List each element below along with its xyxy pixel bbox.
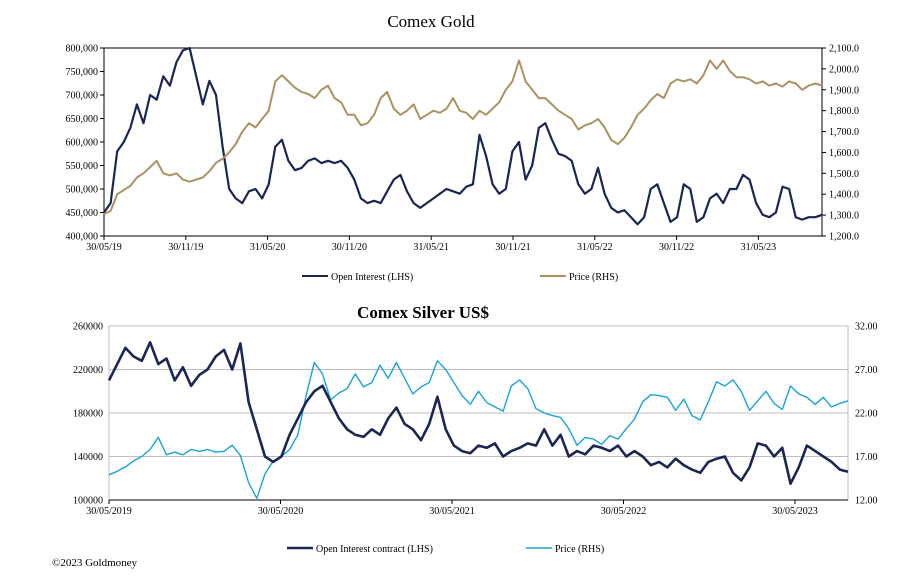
x-tick-label: 31/05/23 <box>741 242 777 253</box>
left-tick-label: 800,000 <box>66 44 99 55</box>
silver-legend: Open Interest contract (LHS) Price (RHS) <box>287 544 604 555</box>
right-tick-label: 1,800.0 <box>829 106 859 117</box>
left-tick-label: 450,000 <box>66 208 99 219</box>
x-tick-label: 30/11/21 <box>495 242 530 253</box>
right-tick-label: 12.00 <box>855 496 878 507</box>
x-tick-label: 30/05/19 <box>86 242 122 253</box>
gold-open-interest-line <box>103 46 823 226</box>
left-tick-label: 140000 <box>73 452 103 463</box>
right-tick-label: 1,900.0 <box>829 85 859 96</box>
left-tick-label: 500,000 <box>66 185 99 196</box>
right-tick-label: 2,100.0 <box>829 44 859 55</box>
silver-gridlines <box>109 369 848 457</box>
x-tick-label: 30/11/19 <box>168 242 203 253</box>
left-tick-label: 400,000 <box>66 232 99 243</box>
silver-chart-title: Comex Silver US$ <box>357 303 489 322</box>
gold-right-axis: 1,200.0 1,300.0 1,400.0 1,500.0 1,600.0 1,700… <box>822 44 859 243</box>
left-tick-label: 260000 <box>73 322 103 333</box>
right-tick-label: 32.00 <box>855 322 878 333</box>
silver-x-axis: 30/05/2019 30/05/2020 30/05/2021 30/05/2022… <box>86 499 848 517</box>
silver-right-axis: 12.00 17.00 22.00 27.00 32.00 <box>855 322 878 507</box>
x-tick-label: 30/05/2022 <box>601 506 647 517</box>
x-tick-label: 30/05/2021 <box>429 506 475 517</box>
right-tick-label: 17.00 <box>855 452 878 463</box>
silver-left-axis: 100000 140000 180000 220000 260000 <box>73 322 103 507</box>
left-tick-label: 750,000 <box>66 67 99 78</box>
gold-legend-label-oi: Open Interest (LHS) <box>331 272 413 283</box>
x-tick-label: 31/05/21 <box>413 242 449 253</box>
gold-chart-title: Comex Gold <box>387 12 475 31</box>
gold-left-axis: 400,000 450,000 500,000 550,000 600,000 650,0… <box>66 44 104 243</box>
silver-legend-label-oi: Open Interest contract (LHS) <box>316 544 433 555</box>
right-tick-label: 1,200.0 <box>829 232 859 243</box>
right-tick-label: 1,600.0 <box>829 148 859 159</box>
x-tick-label: 31/05/20 <box>250 242 286 253</box>
silver-price-line <box>108 360 849 499</box>
right-tick-label: 27.00 <box>855 365 878 376</box>
x-tick-label: 30/11/20 <box>332 242 367 253</box>
silver-open-interest-line <box>107 341 849 485</box>
left-tick-label: 180000 <box>73 409 103 420</box>
silver-legend-label-price: Price (RHS) <box>555 544 604 555</box>
left-tick-label: 700,000 <box>66 91 99 102</box>
gold-legend-label-price: Price (RHS) <box>569 272 618 283</box>
left-tick-label: 220000 <box>73 365 103 376</box>
right-tick-label: 1,300.0 <box>829 211 859 222</box>
right-tick-label: 1,400.0 <box>829 190 859 201</box>
gold-plot-frame <box>103 47 823 237</box>
right-tick-label: 1,500.0 <box>829 169 859 180</box>
copyright-footer: ©2023 Goldmoney <box>52 557 138 569</box>
x-tick-label: 30/11/22 <box>659 242 694 253</box>
x-tick-label: 30/05/2023 <box>772 506 818 517</box>
x-tick-label: 30/05/2020 <box>258 506 304 517</box>
left-tick-label: 550,000 <box>66 161 99 172</box>
left-tick-label: 650,000 <box>66 114 99 125</box>
gold-legend: Open Interest (LHS) Price (RHS) <box>302 272 618 283</box>
gold-x-axis: 30/05/19 30/11/19 31/05/20 30/11/20 31/05/21… <box>86 236 776 253</box>
x-tick-label: 30/05/2019 <box>86 506 132 517</box>
right-tick-label: 2,000.0 <box>829 64 859 75</box>
left-tick-label: 600,000 <box>66 138 99 149</box>
right-tick-label: 1,700.0 <box>829 127 859 138</box>
left-tick-label: 100000 <box>73 496 103 507</box>
right-tick-label: 22.00 <box>855 409 878 420</box>
gold-price-line <box>103 59 823 215</box>
x-tick-label: 31/05/22 <box>577 242 613 253</box>
